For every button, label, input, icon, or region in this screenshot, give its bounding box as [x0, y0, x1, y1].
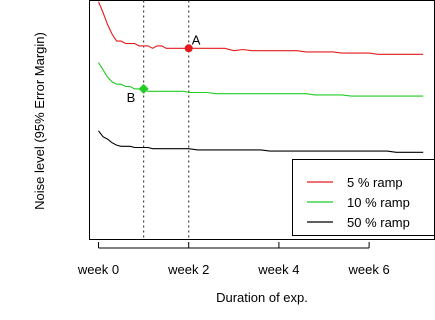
x-tick-label-2: week 2	[167, 262, 209, 277]
series-line-3	[98, 130, 424, 153]
legend-label-3: 50 % ramp	[347, 215, 410, 230]
reference-lines	[143, 0, 190, 240]
y-axis-label: Noise level (95% Error Margin)	[32, 32, 47, 210]
x-tick-label-1: week 0	[77, 262, 119, 277]
legend-label-2: 10 % ramp	[347, 195, 410, 210]
legend: 5 % ramp 10 % ramp 50 % ramp	[292, 159, 435, 236]
legend-label-1: 5 % ramp	[347, 175, 403, 190]
point-marker-b	[138, 83, 149, 94]
legend-box	[292, 159, 435, 236]
x-tick-label-3: week 4	[257, 262, 299, 277]
point-label-a: A	[192, 32, 201, 47]
x-axis-label: Duration of exp.	[216, 290, 308, 305]
annotation-points: AB	[127, 32, 201, 105]
series-lines	[97, 1, 424, 153]
series-line-2	[98, 62, 424, 97]
x-axis: week 0 week 2 week 4 week 6	[77, 242, 390, 277]
x-tick-label-4: week 6	[348, 262, 390, 277]
point-label-b: B	[127, 90, 136, 105]
series-line-1	[97, 1, 424, 55]
point-marker-a	[184, 44, 193, 53]
